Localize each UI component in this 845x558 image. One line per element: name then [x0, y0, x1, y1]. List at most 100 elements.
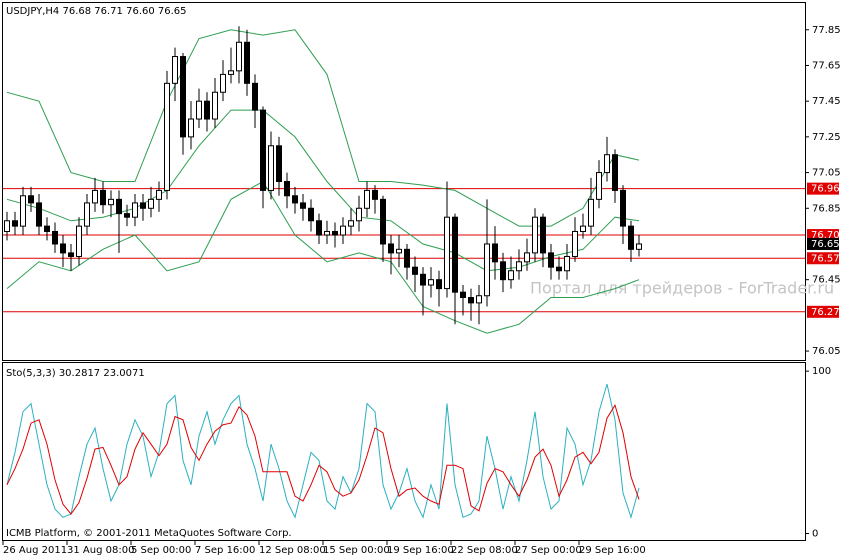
candle-body — [84, 202, 90, 227]
candle-body — [428, 279, 434, 286]
candle-body — [572, 230, 578, 257]
x-tick-label: 15 Sep 00:00 — [323, 545, 390, 556]
watermark: Портал для трейдеров - ForTrader.ru — [530, 279, 834, 298]
candle-body — [20, 195, 26, 227]
y-tick-label: 77.65 — [812, 60, 841, 71]
x-tick-label: 29 Sep 16:00 — [579, 545, 646, 556]
y-tick-label: 77.85 — [812, 25, 841, 36]
candle-body — [300, 202, 306, 209]
x-tick-label: 19 Sep 16:00 — [387, 545, 454, 556]
candle-body — [268, 145, 274, 191]
candle-body — [580, 225, 586, 232]
candle-body — [612, 154, 618, 191]
y-tick-label: 76.05 — [812, 346, 841, 357]
candle-body — [324, 230, 330, 236]
candle-body — [284, 181, 290, 197]
candle-body — [508, 270, 514, 281]
candle-body — [116, 198, 122, 215]
candle-body — [132, 202, 138, 218]
candle-body — [228, 70, 234, 75]
candle-body — [76, 225, 82, 257]
candle-body — [236, 41, 242, 72]
candle-body — [412, 266, 418, 275]
candle-body — [332, 230, 338, 236]
candle-body — [316, 220, 322, 236]
price-pane — [2, 2, 806, 361]
candle-body — [196, 100, 202, 120]
price-title: USDJPY,H4 76.68 76.71 76.60 76.65 — [6, 6, 187, 17]
level-label: 76.96 — [811, 184, 840, 195]
candle-body — [628, 225, 634, 250]
candle-body — [188, 118, 194, 138]
candle-body — [516, 261, 522, 272]
bollinger-band — [6, 109, 640, 272]
candle-body — [44, 225, 50, 232]
y-tick-label: 0 — [812, 529, 818, 540]
level-label: 76.57 — [811, 253, 840, 264]
y-tick-label: 100 — [812, 366, 831, 377]
candle-body — [52, 230, 58, 245]
candle-body — [356, 207, 362, 222]
candle-body — [340, 225, 346, 236]
candle-body — [484, 243, 490, 297]
candle-body — [204, 100, 210, 120]
y-tick-label: 76.45 — [812, 275, 841, 286]
x-tick-label: 26 Aug 2011 — [3, 545, 67, 556]
candle-body — [588, 198, 594, 227]
candle-body — [620, 189, 626, 227]
x-tick-label: 27 Sep 00:00 — [515, 545, 582, 556]
candle-body — [308, 207, 314, 222]
x-tick-label: 5 Sep 00:00 — [131, 545, 191, 556]
candle-body — [372, 189, 378, 200]
stochastic-line — [6, 383, 640, 520]
candle-body — [260, 109, 266, 191]
candle-body — [4, 220, 10, 232]
candle-body — [492, 243, 498, 263]
candle-body — [68, 252, 74, 257]
candle-body — [220, 73, 226, 93]
last-price-label: 76.65 — [811, 239, 840, 250]
level-tag — [807, 182, 839, 195]
candle-body — [500, 261, 506, 281]
candle-body — [364, 189, 370, 209]
candle-body — [92, 189, 98, 204]
candle-body — [108, 198, 114, 206]
candle-body — [148, 198, 154, 209]
candle-body — [180, 56, 186, 138]
candle-body — [532, 216, 538, 254]
candle-body — [452, 216, 458, 293]
footer: ICMB Platform, © 2001-2011 MetaQuotes So… — [6, 528, 292, 539]
candle-body — [396, 248, 402, 254]
candle-body — [444, 216, 450, 290]
candle-body — [244, 41, 250, 84]
candle-body — [124, 213, 130, 218]
stochastic-line — [6, 403, 640, 515]
candle-body — [156, 189, 162, 200]
candle-body — [380, 198, 386, 245]
candle-body — [100, 189, 106, 206]
candle-body — [524, 252, 530, 263]
candle-body — [36, 202, 42, 227]
stochastic-pane — [2, 362, 806, 541]
candle-body — [140, 202, 146, 209]
candle-body — [12, 220, 18, 227]
candle-body — [292, 195, 298, 204]
x-tick-label: 22 Sep 08:00 — [451, 545, 518, 556]
candle-body — [348, 220, 354, 227]
level-tag — [807, 252, 839, 265]
candle-body — [436, 279, 442, 290]
candle-body — [60, 243, 66, 254]
candle-body — [548, 252, 554, 268]
candle-body — [540, 216, 546, 254]
y-tick-label: 77.05 — [812, 168, 841, 179]
candle-body — [276, 145, 282, 183]
stochastic-title: Sto(5,3,3) 30.2817 23.0071 — [6, 368, 145, 379]
y-tick-label: 77.45 — [812, 96, 841, 107]
candle-body — [252, 82, 258, 111]
level-tag — [807, 305, 839, 318]
candle-body — [556, 266, 562, 272]
x-tick-label: 31 Aug 08:00 — [67, 545, 134, 556]
candle-body — [172, 56, 178, 84]
candle-body — [604, 154, 610, 174]
